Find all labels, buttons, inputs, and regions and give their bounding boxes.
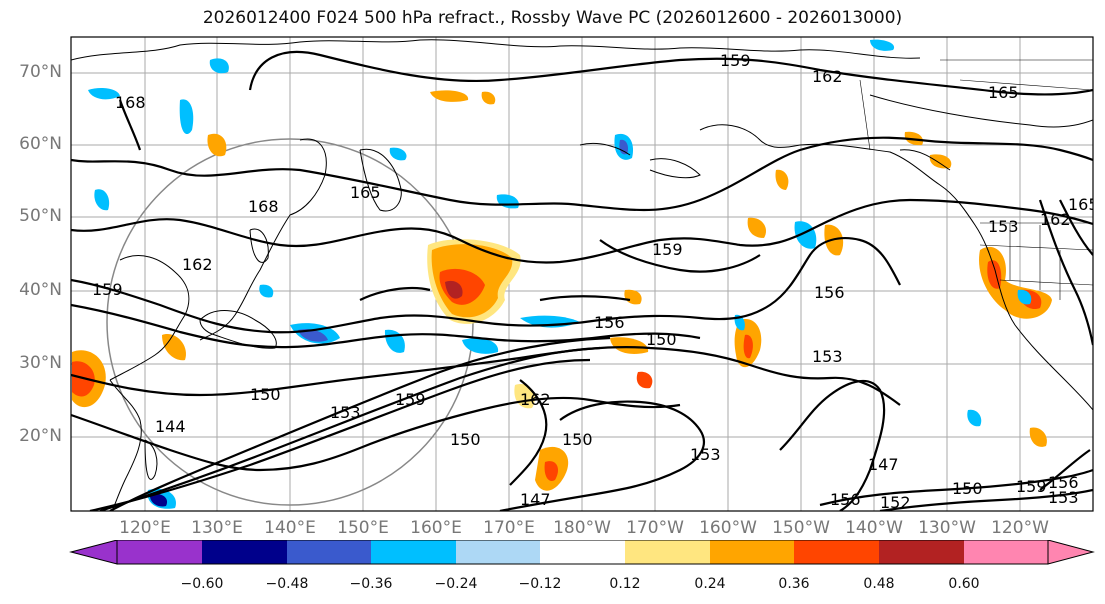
shading-negative — [88, 39, 1032, 509]
contour-label: 162 — [812, 67, 843, 86]
contour-label: 153 — [988, 217, 1019, 236]
lon-label: 170°E — [483, 518, 535, 538]
lat-label: 50°N — [19, 206, 62, 226]
colorbar-extend-high — [1047, 540, 1095, 565]
lat-label: 20°N — [19, 426, 62, 446]
contour-label: 150 — [952, 479, 983, 498]
colorbar-tick-label: −0.60 — [180, 576, 224, 592]
contour-label: 165 — [988, 83, 1019, 102]
colorbar-extend-low — [69, 540, 118, 565]
lon-label: 160°E — [410, 518, 462, 538]
colorbar-tick-label: −0.48 — [265, 576, 309, 592]
colorbar-tick-label: 0.12 — [609, 576, 641, 592]
colorbar-segment — [117, 540, 202, 564]
lat-label: 70°N — [19, 62, 62, 82]
colorbar-tick-label: −0.12 — [518, 576, 562, 592]
colorbar-segment — [964, 540, 1048, 564]
contour-label: 150 — [562, 430, 593, 449]
lon-label: 140°E — [264, 518, 316, 538]
colorbar-tick-label: 0.24 — [694, 576, 726, 592]
contour-label: 159 — [720, 51, 751, 70]
contour-label: 156 — [814, 283, 845, 302]
contour-label: 153 — [812, 347, 843, 366]
lon-label: 130°W — [918, 518, 976, 538]
contour-label: 162 — [1040, 210, 1071, 229]
contour-label: 168 — [115, 93, 146, 112]
lon-label: 120°W — [991, 518, 1049, 538]
lon-label: 150°E — [337, 518, 389, 538]
contour-label: 162 — [182, 255, 213, 274]
colorbar-tick-label: 0.36 — [778, 576, 810, 592]
colorbar-segment — [287, 540, 371, 564]
colorbar-segment — [879, 540, 964, 564]
colorbar-segment — [540, 540, 625, 564]
lon-label: 170°W — [626, 518, 684, 538]
colorbar-segment — [710, 540, 794, 564]
contour-label: 168 — [248, 197, 279, 216]
contour-label: 156 — [830, 490, 861, 509]
contour-label: 159 — [92, 280, 123, 299]
height-contours — [71, 50, 1093, 511]
colorbar — [69, 540, 1095, 565]
contour-label: 159 — [1016, 477, 1047, 496]
colorbar-frame — [116, 540, 1049, 565]
contour-label: 150 — [250, 385, 281, 404]
colorbar-tick-label: −0.24 — [434, 576, 478, 592]
contour-label: 153 — [690, 445, 721, 464]
lon-label: 140°W — [845, 518, 903, 538]
plot-frame — [70, 36, 1094, 512]
contour-label: 165 — [1068, 195, 1099, 214]
contour-label: 165 — [350, 183, 381, 202]
contour-label: 144 — [155, 417, 186, 436]
lon-label: 160°W — [699, 518, 757, 538]
contour-label: 156 — [1048, 473, 1079, 492]
colorbar-segment — [202, 540, 287, 564]
colorbar-segment — [794, 540, 879, 564]
colorbar-segment — [456, 540, 540, 564]
lon-label: 180°W — [553, 518, 611, 538]
contour-label: 152 — [880, 493, 911, 512]
contour-label: 156 — [594, 313, 625, 332]
contour-labels: 159 162 165 168 165 168 162 159 156 150 … — [92, 51, 1099, 512]
lat-label: 60°N — [19, 134, 62, 154]
colorbar-tick-label: −0.36 — [349, 576, 393, 592]
contour-label: 159 — [652, 240, 683, 259]
lon-label: 150°W — [772, 518, 830, 538]
contour-label: 153 — [1048, 488, 1079, 507]
contour-label: 150 — [646, 330, 677, 349]
contour-label: 147 — [868, 455, 899, 474]
lat-label: 30°N — [19, 353, 62, 373]
map-title: 2026012400 F024 500 hPa refract., Rossby… — [202, 8, 903, 28]
colorbar-tick-label: 0.48 — [863, 576, 895, 592]
contour-label: 147 — [520, 490, 551, 509]
lat-label: 40°N — [19, 280, 62, 300]
contour-label: 150 — [450, 430, 481, 449]
lon-label: 130°E — [191, 518, 243, 538]
lon-label: 120°E — [119, 518, 171, 538]
colorbar-tick-label: 0.60 — [948, 576, 980, 592]
contour-label: 162 — [520, 390, 551, 409]
colorbar-segment — [371, 540, 456, 564]
contour-label: 153 — [330, 403, 361, 422]
colorbar-segment — [625, 540, 710, 564]
contour-label: 159 — [395, 390, 426, 409]
